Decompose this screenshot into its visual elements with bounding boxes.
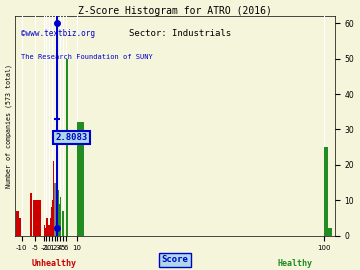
Bar	[328, 228, 332, 235]
Bar	[59, 204, 60, 235]
Bar	[324, 147, 328, 235]
Bar	[45, 228, 46, 235]
Bar	[61, 207, 62, 235]
Bar	[53, 161, 54, 235]
Bar	[35, 200, 38, 235]
Bar	[77, 122, 84, 235]
Bar	[58, 190, 59, 235]
Bar	[51, 207, 52, 235]
Bar	[62, 211, 63, 235]
Text: ©www.textbiz.org: ©www.textbiz.org	[21, 29, 95, 39]
Bar	[16, 211, 19, 235]
Bar	[54, 183, 55, 235]
Bar	[63, 211, 64, 235]
Text: Unhealthy: Unhealthy	[32, 259, 76, 268]
Title: Z-Score Histogram for ATRO (2016): Z-Score Histogram for ATRO (2016)	[78, 6, 272, 16]
Text: Healthy: Healthy	[278, 259, 313, 268]
Bar	[30, 193, 32, 235]
Bar	[50, 211, 51, 235]
Text: The Research Foundation of SUNY: The Research Foundation of SUNY	[21, 54, 153, 60]
Bar	[44, 225, 45, 235]
Bar	[66, 59, 68, 235]
Bar	[33, 200, 35, 235]
Bar	[46, 218, 48, 235]
Bar	[56, 190, 57, 235]
Y-axis label: Number of companies (573 total): Number of companies (573 total)	[5, 64, 12, 188]
Text: Sector: Industrials: Sector: Industrials	[129, 29, 231, 38]
X-axis label: Score: Score	[162, 255, 188, 264]
Bar	[19, 218, 22, 235]
Bar	[38, 200, 41, 235]
Text: 2.8083: 2.8083	[55, 133, 88, 142]
Bar	[55, 183, 56, 235]
Bar	[49, 225, 50, 235]
Bar	[52, 200, 53, 235]
Bar	[60, 197, 61, 235]
Bar	[48, 225, 49, 235]
